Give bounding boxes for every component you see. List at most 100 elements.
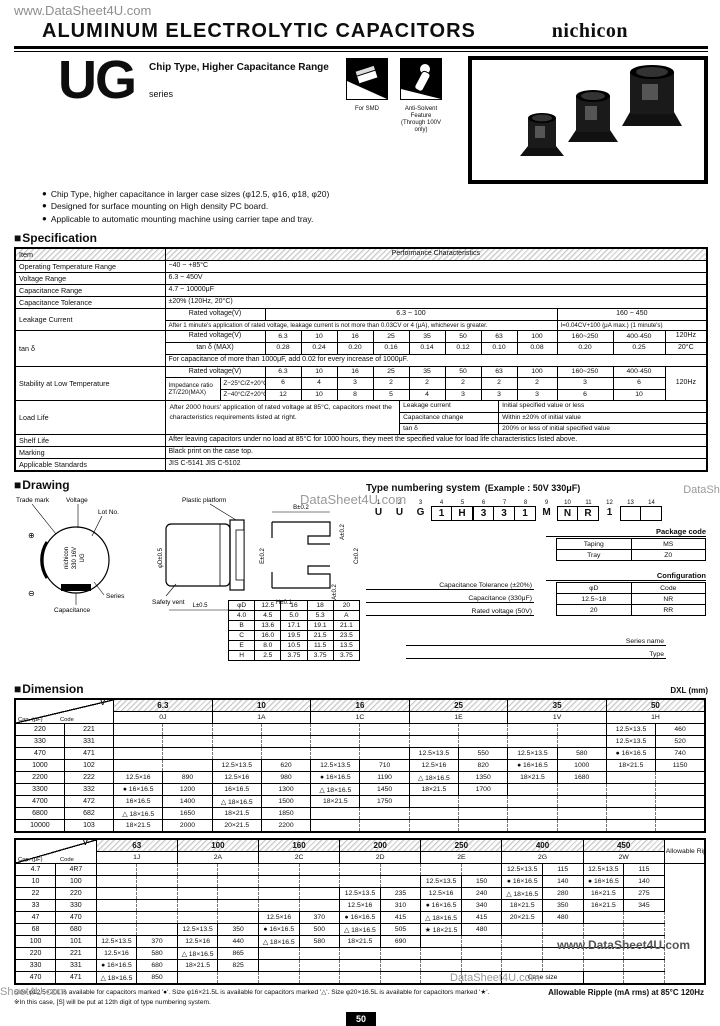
capacitance-code: 220 — [55, 887, 97, 901]
ripple-value — [458, 819, 509, 833]
impedance-ratio: 2 — [516, 377, 558, 390]
ripple-value: 680 — [136, 959, 178, 973]
bullet-icon: ● — [42, 189, 47, 198]
spec-row-tand-values: tan δ (MAX) 0.28 0.24 0.20 0.16 0.14 0.12 0.10… — [15, 342, 708, 355]
spec-performance-header: Performance Characteristics — [164, 247, 708, 261]
trade-mark-label: Trade mark — [16, 497, 50, 504]
dim-value: 23.5 — [332, 630, 361, 642]
case-size — [582, 911, 625, 925]
smd-icon — [346, 58, 388, 100]
case-size: △ 18×16.5 — [310, 783, 361, 797]
dim-value: 5.3 — [306, 610, 334, 622]
ripple-value: 980 — [260, 771, 312, 785]
ripple-value: 240 — [460, 887, 503, 901]
voltage-header: 250 — [420, 838, 503, 853]
case-size — [113, 723, 164, 737]
ripple-value — [623, 959, 665, 973]
callout-rated-voltage: Rated voltage (50V) — [366, 605, 534, 617]
ripple-value — [298, 863, 341, 877]
case-size: ● 16×16.5 — [339, 911, 381, 925]
case-size: 12.5×13.5 — [605, 723, 657, 737]
case-size — [95, 863, 138, 877]
ripple-value: 580 — [556, 747, 607, 761]
tand-value: 0.25 — [612, 342, 666, 355]
drawing-heading: ■Drawing — [14, 478, 366, 492]
table-row: φD 12.5 16 18 20 — [227, 600, 361, 612]
ripple-value: 2200 — [260, 819, 312, 833]
case-size — [507, 735, 558, 749]
config-header: Code — [630, 582, 706, 595]
series-block: UG Chip Type, Higher Capacitance Range s… — [14, 53, 344, 184]
case-size — [420, 935, 462, 949]
dim-value: 3.75 — [306, 650, 334, 662]
case-size: ● 16×16.5 — [582, 875, 625, 889]
dim-row-label: E — [227, 640, 256, 652]
capacitance-value: 330 — [14, 735, 65, 749]
digit-character: U — [374, 507, 383, 519]
digit-number: 14 — [648, 500, 655, 507]
a-bottom-dim: A±0.2 — [332, 584, 338, 600]
ripple-value: 415 — [379, 911, 422, 925]
voltage-code: 2G — [501, 851, 584, 865]
series-label: series — [149, 89, 174, 99]
voltage-tick: 6.3 — [264, 365, 302, 379]
impedance-ratio: 4 — [300, 377, 338, 390]
ripple-value — [136, 911, 178, 925]
digit-character: G — [416, 507, 425, 519]
case-size — [176, 899, 219, 913]
e-dim: E±0.2 — [260, 548, 266, 564]
ripple-value — [623, 923, 665, 937]
impedance-ratio: 4 — [408, 388, 446, 402]
dimension-table-high-voltage: V Cap. (μF) Code 63 100 160 200 250 400 450 Allow­… — [14, 838, 706, 986]
case-size: 12.5×16 — [257, 911, 300, 925]
voltage-header: 35 — [507, 698, 607, 713]
ripple-value — [298, 971, 341, 985]
ripple-value — [458, 795, 509, 809]
capacitance-code: 221 — [55, 947, 97, 961]
impedance-ratio: 10 — [612, 388, 666, 402]
rated-voltage-label: Rated voltage(V) — [164, 307, 266, 321]
spec-label: Applicable Standards — [14, 458, 166, 472]
voltage-header: 16 — [310, 698, 410, 713]
ripple-value — [136, 863, 178, 877]
dimension-table-low-voltage: V Cap. (μF) Code 6.3 10 16 25 35 50 0J 1A 1C 1E 1V 1H 2… — [14, 698, 706, 834]
ripple-value — [217, 899, 259, 913]
series-texts: Chip Type, Higher Capacitance Range seri… — [149, 56, 329, 184]
case-size — [257, 971, 300, 985]
case-size: 12.5×13.5 — [420, 875, 462, 889]
footnote-marks: Size φ12.5×20L is available for capacito… — [14, 989, 490, 997]
dim-value: 3.75 — [280, 650, 308, 662]
config-diameter: 12.5~18 — [556, 593, 632, 606]
ripple-value: 280 — [542, 887, 584, 901]
case-size: △ 18×16.5 — [95, 971, 138, 985]
ripple-value — [655, 771, 706, 785]
voltage-tick: 63 — [480, 365, 518, 379]
specification-heading-row: ■Specification — [14, 231, 708, 245]
tand-value: 0.24 — [300, 342, 338, 355]
case-size: 12.5×13.5 — [95, 935, 138, 949]
impedance-ratio: 3 — [556, 377, 614, 390]
feature-item: ● Applicable to automatic mounting machin… — [14, 213, 708, 225]
case-size: 12.5×13.5 — [501, 863, 544, 877]
case-size — [113, 747, 164, 761]
ripple-value: 865 — [217, 947, 259, 961]
page-number: 50 — [346, 1011, 376, 1026]
case-size: ● 16×16.5 — [501, 875, 544, 889]
capacitance-value: 6800 — [14, 807, 65, 821]
table-row: 68 680 12.5×13.5 350 ● 16×16.5 500 △ 18×16.5 50… — [14, 923, 705, 937]
impedance-ratio: 12 — [264, 388, 302, 402]
criterion-name: Leakage current — [399, 401, 500, 413]
voltage-tick: 400·450 — [612, 330, 666, 344]
ripple-value: 1650 — [162, 807, 213, 821]
ripple-value — [298, 899, 341, 913]
digit-number: 7 — [502, 500, 507, 507]
package-code-title: Package code — [546, 527, 706, 538]
ripple-value — [556, 807, 607, 821]
dimension-heading: ■Dimension — [14, 682, 84, 696]
case-size: △ 18×16.5 — [408, 771, 460, 785]
ripple-value — [162, 747, 213, 761]
ripple-value — [460, 863, 503, 877]
ripple-value — [379, 947, 422, 961]
